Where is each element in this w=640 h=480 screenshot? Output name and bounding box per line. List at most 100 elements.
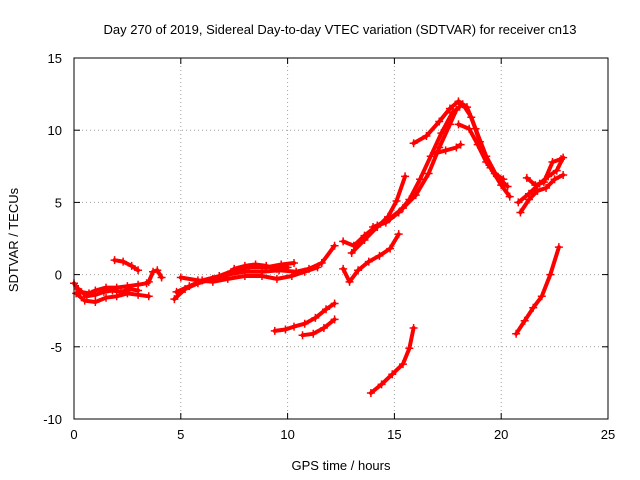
data-point bbox=[386, 244, 395, 253]
data-point bbox=[283, 263, 292, 272]
data-point bbox=[539, 178, 548, 187]
data-point bbox=[240, 261, 249, 270]
data-point bbox=[537, 292, 546, 301]
data-series-20 bbox=[512, 243, 563, 338]
data-point bbox=[127, 261, 136, 270]
data-point bbox=[529, 303, 538, 312]
data-series-8 bbox=[176, 263, 322, 286]
data-point bbox=[514, 198, 523, 207]
data-point bbox=[456, 140, 465, 149]
data-point bbox=[499, 175, 508, 184]
data-point bbox=[170, 295, 179, 304]
data-point bbox=[322, 305, 331, 314]
x-tick-label: 5 bbox=[177, 427, 184, 442]
data-series bbox=[70, 97, 568, 398]
data-point bbox=[388, 370, 397, 379]
data-point bbox=[441, 146, 450, 155]
data-point bbox=[437, 129, 446, 138]
data-point bbox=[272, 264, 281, 273]
data-point bbox=[193, 276, 202, 285]
data-point bbox=[185, 282, 194, 291]
data-point bbox=[405, 344, 414, 353]
data-point bbox=[281, 325, 290, 334]
data-point bbox=[422, 131, 431, 140]
data-point bbox=[416, 175, 425, 184]
series-trace bbox=[456, 122, 506, 182]
data-point bbox=[473, 140, 482, 149]
data-point bbox=[409, 139, 418, 148]
data-point bbox=[452, 143, 461, 152]
data-point bbox=[533, 186, 542, 195]
data-point bbox=[394, 230, 403, 239]
data-point bbox=[375, 251, 384, 260]
data-point bbox=[512, 329, 521, 338]
data-point bbox=[287, 272, 296, 281]
data-point bbox=[520, 316, 529, 325]
data-series-19 bbox=[454, 120, 508, 184]
data-series-3 bbox=[74, 285, 143, 301]
data-point bbox=[270, 326, 279, 335]
data-point bbox=[300, 267, 309, 276]
data-point bbox=[339, 264, 348, 273]
series-trace bbox=[178, 265, 320, 284]
series-trace bbox=[433, 142, 463, 156]
data-point bbox=[311, 313, 320, 322]
data-point bbox=[531, 181, 540, 190]
data-point bbox=[424, 169, 433, 178]
data-series-5 bbox=[144, 266, 166, 286]
data-series-23 bbox=[522, 155, 566, 190]
data-point bbox=[219, 273, 228, 282]
data-series-10 bbox=[270, 299, 339, 335]
data-point bbox=[377, 380, 386, 389]
plot-frame bbox=[73, 57, 609, 420]
data-point bbox=[445, 104, 454, 113]
data-point bbox=[405, 195, 414, 204]
data-point bbox=[554, 243, 563, 252]
data-series-6 bbox=[170, 241, 339, 304]
data-point bbox=[463, 103, 472, 112]
data-point bbox=[330, 241, 339, 250]
y-tick-label: -10 bbox=[43, 412, 62, 427]
y-tick-label: 10 bbox=[48, 123, 62, 138]
data-point bbox=[290, 322, 299, 331]
data-point bbox=[99, 287, 108, 296]
data-series-11 bbox=[298, 315, 339, 340]
data-point bbox=[401, 172, 410, 181]
data-point bbox=[80, 296, 89, 305]
data-point bbox=[91, 290, 100, 299]
y-tick-label: 15 bbox=[48, 51, 62, 66]
data-point bbox=[300, 319, 309, 328]
data-point bbox=[82, 292, 91, 301]
data-point bbox=[546, 270, 555, 279]
x-axis-label: GPS time / hours bbox=[292, 458, 391, 473]
data-point bbox=[125, 285, 134, 294]
chart-title: Day 270 of 2019, Sidereal Day-to-day VTE… bbox=[103, 22, 576, 37]
x-tick-label: 10 bbox=[280, 427, 294, 442]
series-trace bbox=[172, 243, 337, 302]
data-point bbox=[72, 289, 81, 298]
data-point bbox=[317, 259, 326, 268]
data-point bbox=[102, 293, 111, 302]
data-point bbox=[272, 274, 281, 283]
data-point bbox=[240, 272, 249, 281]
data-series-9 bbox=[219, 260, 292, 282]
data-point bbox=[516, 208, 525, 217]
data-point bbox=[435, 117, 444, 126]
data-point bbox=[339, 237, 348, 246]
data-series-12 bbox=[339, 230, 403, 286]
data-point bbox=[262, 261, 271, 270]
axis-ticks: 0 5 10 15 20 25 -10 -5 0 5 10 15 bbox=[43, 51, 615, 442]
data-point bbox=[448, 108, 457, 117]
data-point bbox=[108, 286, 117, 295]
data-point bbox=[153, 266, 162, 275]
x-tick-label: 20 bbox=[494, 427, 508, 442]
data-point bbox=[454, 120, 463, 129]
data-point bbox=[345, 277, 354, 286]
data-point bbox=[548, 157, 557, 166]
series-trace bbox=[112, 258, 141, 273]
data-point bbox=[91, 298, 100, 307]
data-point bbox=[559, 170, 568, 179]
data-point bbox=[319, 324, 328, 333]
y-tick-label: -5 bbox=[50, 340, 62, 355]
